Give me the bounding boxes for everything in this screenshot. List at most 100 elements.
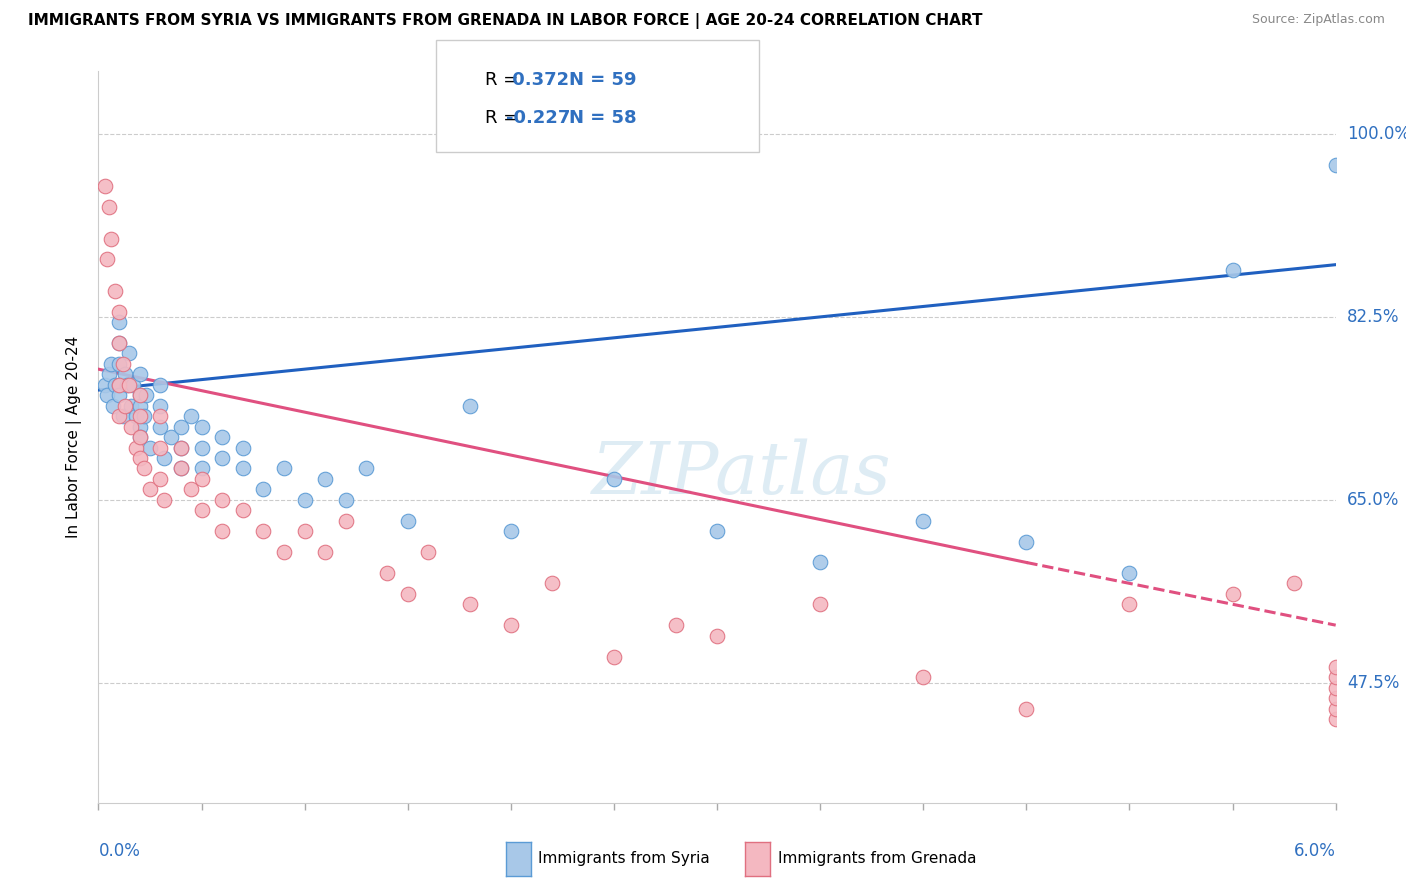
Point <box>96 252 118 267</box>
Point <box>499 618 522 632</box>
Point <box>128 388 150 402</box>
Point <box>135 388 157 402</box>
Point <box>108 409 131 424</box>
Point <box>232 503 254 517</box>
Point <box>108 315 131 329</box>
Text: ZIPatlas: ZIPatlas <box>592 438 891 509</box>
Point <box>128 450 150 465</box>
Point <box>1118 597 1140 611</box>
Point <box>149 441 172 455</box>
Text: Immigrants from Syria: Immigrants from Syria <box>538 852 710 866</box>
Point <box>912 514 935 528</box>
Point <box>153 492 176 507</box>
Text: Source: ZipAtlas.com: Source: ZipAtlas.com <box>1251 13 1385 27</box>
Point <box>97 200 120 214</box>
Point <box>314 472 336 486</box>
Point <box>104 284 127 298</box>
Point <box>190 472 212 486</box>
Point <box>1222 587 1244 601</box>
Point <box>112 357 135 371</box>
Point <box>120 419 142 434</box>
Point <box>1324 702 1347 716</box>
Point <box>912 670 935 684</box>
Point <box>252 524 274 538</box>
Point <box>603 472 626 486</box>
Point <box>128 388 150 402</box>
Point <box>118 377 141 392</box>
Point <box>124 409 146 424</box>
Point <box>170 461 193 475</box>
Point <box>108 304 131 318</box>
Point <box>108 377 131 392</box>
Point <box>1284 576 1306 591</box>
Point <box>665 618 688 632</box>
Text: 6.0%: 6.0% <box>1294 842 1336 860</box>
Point <box>128 409 150 424</box>
Point <box>190 441 212 455</box>
Point <box>294 492 316 507</box>
Point <box>1222 263 1244 277</box>
Point <box>96 388 118 402</box>
Point <box>1118 566 1140 580</box>
Point <box>458 399 481 413</box>
Point <box>603 649 626 664</box>
Point <box>499 524 522 538</box>
Point <box>97 368 120 382</box>
Point <box>211 430 233 444</box>
Point <box>112 409 135 424</box>
Point <box>128 430 150 444</box>
Point <box>100 357 122 371</box>
Point <box>117 377 139 392</box>
Point <box>180 409 202 424</box>
Point <box>335 514 357 528</box>
Text: N = 59: N = 59 <box>569 71 637 89</box>
Point <box>232 461 254 475</box>
Point <box>273 545 295 559</box>
Point <box>190 503 212 517</box>
Text: 65.0%: 65.0% <box>1347 491 1399 508</box>
Point <box>1324 670 1347 684</box>
Point <box>170 419 193 434</box>
Point <box>418 545 440 559</box>
Point <box>314 545 336 559</box>
Point <box>458 597 481 611</box>
Point <box>128 368 150 382</box>
Point <box>808 556 831 570</box>
Point <box>101 399 124 413</box>
Point <box>1015 534 1038 549</box>
Text: 0.0%: 0.0% <box>98 842 141 860</box>
Point <box>93 377 115 392</box>
Point <box>108 388 131 402</box>
Point <box>149 409 172 424</box>
Point <box>149 377 172 392</box>
Point <box>170 441 193 455</box>
Point <box>706 629 728 643</box>
Text: 47.5%: 47.5% <box>1347 673 1399 691</box>
Point <box>211 524 233 538</box>
Point <box>139 483 162 497</box>
Point <box>808 597 831 611</box>
Point <box>706 524 728 538</box>
Point <box>356 461 378 475</box>
Point <box>122 377 145 392</box>
Text: 82.5%: 82.5% <box>1347 308 1399 326</box>
Point <box>93 179 115 194</box>
Point <box>108 336 131 351</box>
Point <box>139 441 162 455</box>
Point <box>124 441 146 455</box>
Point <box>170 461 193 475</box>
Point <box>211 492 233 507</box>
Point <box>120 399 142 413</box>
Point <box>1324 712 1347 726</box>
Point <box>104 377 127 392</box>
Point <box>159 430 181 444</box>
Point <box>252 483 274 497</box>
Point <box>153 450 176 465</box>
Point <box>190 461 212 475</box>
Point <box>211 450 233 465</box>
Point <box>100 231 122 245</box>
Point <box>170 441 193 455</box>
Point <box>1324 691 1347 706</box>
Point <box>190 419 212 434</box>
Text: IMMIGRANTS FROM SYRIA VS IMMIGRANTS FROM GRENADA IN LABOR FORCE | AGE 20-24 CORR: IMMIGRANTS FROM SYRIA VS IMMIGRANTS FROM… <box>28 13 983 29</box>
